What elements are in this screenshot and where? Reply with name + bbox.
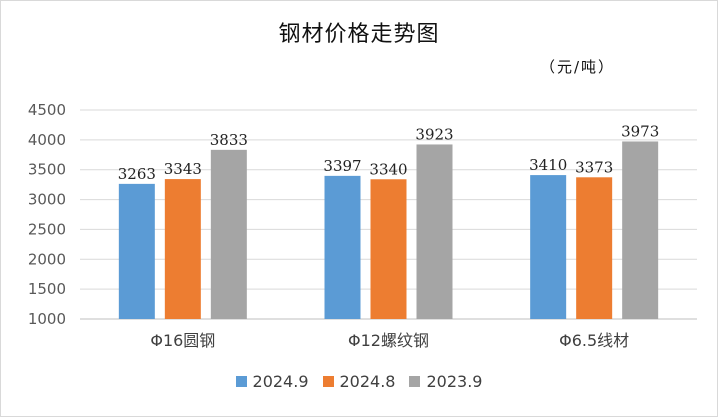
unit-label: （元/吨） [540,58,616,76]
legend-label: 2024.8 [339,372,396,391]
legend-label: 2023.9 [426,372,483,391]
data-labels: 3263 3343 3833 3397 3340 3923 3410 3373 3973 [118,122,660,182]
x-category-label: Φ12螺纹钢 [348,331,429,350]
data-label: 3410 [529,156,567,174]
legend-item: 2024.8 [322,372,396,391]
bars [118,141,659,319]
bar [370,179,407,319]
bar [210,149,247,319]
y-tick-label: 1500 [28,280,66,298]
legend-label: 2024.9 [252,372,309,391]
y-tick-label: 2000 [28,250,66,268]
x-category-label: Φ16圆钢 [150,331,215,350]
bar [324,175,361,319]
bar [622,141,659,319]
bar [416,144,453,319]
legend: 2024.9 2024.8 2023.9 [0,372,718,391]
y-tick-label: 3500 [28,161,66,179]
bar [530,175,567,319]
y-tick-label: 4000 [28,131,66,149]
bar [118,183,155,319]
x-axis-labels: Φ16圆钢 Φ12螺纹钢 Φ6.5线材 [150,331,629,350]
legend-swatch [322,376,334,387]
x-category-label: Φ6.5线材 [559,331,629,350]
data-label: 3373 [575,158,613,176]
legend-swatch [409,376,421,387]
data-label: 3923 [415,125,453,143]
data-label: 3397 [323,157,361,175]
legend-item: 2024.9 [235,372,309,391]
legend-item: 2023.9 [409,372,482,391]
data-label: 3263 [118,165,156,183]
data-label: 3340 [369,160,407,178]
data-label: 3343 [164,160,202,178]
y-tick-label: 4500 [28,101,66,119]
y-axis-ticks: 1000 1500 2000 2500 3000 3500 4000 4500 [28,101,66,328]
y-tick-label: 3000 [28,191,66,209]
data-label: 3973 [621,122,659,140]
legend-swatch [235,376,247,387]
bar [576,177,613,319]
chart-title: 钢材价格走势图 [278,22,440,47]
bar [164,179,201,319]
y-tick-label: 2500 [28,220,66,238]
y-tick-label: 1000 [28,310,66,328]
data-label: 3833 [210,131,248,149]
